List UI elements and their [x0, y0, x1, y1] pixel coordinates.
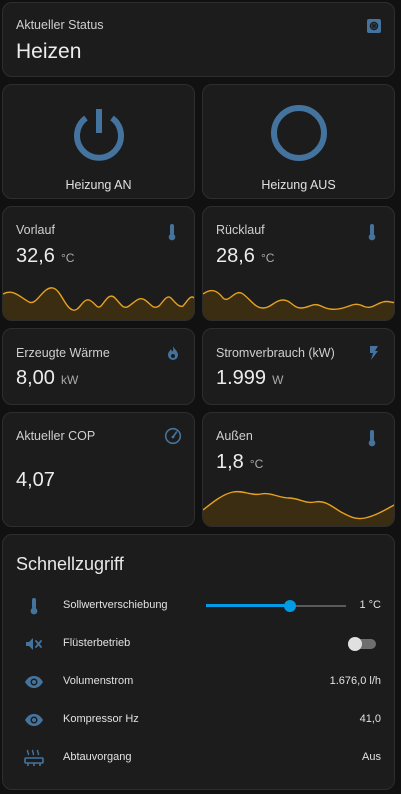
heizung-aus-label: Heizung AUS	[261, 178, 336, 192]
aussen-value-wrap: 1,8 °C	[216, 451, 263, 474]
waerme-unit: kW	[60, 373, 79, 387]
ruecklauf-value-wrap: 28,6 °C	[216, 245, 274, 268]
waerme-value: 8,00	[16, 367, 55, 389]
aussen-label: Außen	[216, 429, 253, 443]
quick-access-title: Schnellzugriff	[16, 554, 124, 574]
slider-handle[interactable]	[284, 600, 296, 612]
volumenstrom-row[interactable]: Volumenstrom 1.676,0 l/h	[3, 667, 394, 697]
volumenstrom-label: Volumenstrom	[63, 675, 134, 687]
eye-icon	[25, 714, 43, 726]
strom-label: Stromverbrauch (kW)	[216, 346, 335, 360]
ruecklauf-sparkline	[203, 289, 394, 320]
aussen-value: 1,8	[216, 451, 244, 473]
waerme-value-wrap: 8,00 kW	[16, 367, 78, 390]
status-label: Aktueller Status	[16, 18, 104, 32]
quick-access-card: Schnellzugriff Sollwertverschiebung 1 °C…	[2, 534, 395, 790]
power-icon	[74, 109, 124, 161]
heating-coil-icon	[24, 749, 44, 766]
volumenstrom-value: 1.676,0 l/h	[329, 675, 381, 687]
kompressor-row[interactable]: Kompressor Hz 41,0	[3, 705, 394, 735]
vorlauf-sparkline	[3, 287, 194, 320]
toggle-track	[350, 639, 376, 649]
aussen-sparkline	[203, 490, 394, 526]
eye-icon	[25, 676, 43, 688]
cop-card[interactable]: Aktueller COP 4,07	[2, 412, 195, 527]
gauge-icon	[164, 427, 182, 445]
status-card[interactable]: Aktueller Status Heizen	[2, 2, 395, 77]
thermometer-icon	[30, 598, 38, 615]
thermometer-icon	[168, 224, 176, 241]
lightning-bolt-icon	[370, 346, 378, 360]
heizung-an-button[interactable]: Heizung AN	[2, 84, 195, 199]
fire-icon	[168, 346, 178, 360]
kompressor-value: 41,0	[359, 713, 381, 725]
volume-mute-icon	[26, 638, 42, 650]
vorlauf-card[interactable]: Vorlauf 32,6 °C	[2, 206, 195, 321]
sollwert-slider[interactable]	[206, 599, 346, 613]
strom-card[interactable]: Stromverbrauch (kW) 1.999 W	[202, 328, 395, 405]
heizung-aus-button[interactable]: Heizung AUS	[202, 84, 395, 199]
vorlauf-value-wrap: 32,6 °C	[16, 245, 74, 268]
power-off-icon	[271, 105, 327, 161]
vorlauf-value: 32,6	[16, 245, 55, 267]
aussen-unit: °C	[249, 457, 264, 471]
thermometer-icon	[368, 224, 376, 241]
strom-value: 1.999	[216, 367, 267, 389]
waerme-card[interactable]: Erzeugte Wärme 8,00 kW	[2, 328, 195, 405]
abtauvorgang-row[interactable]: Abtauvorgang Aus	[3, 743, 394, 773]
heizung-an-label: Heizung AN	[65, 178, 132, 192]
abtauvorgang-value: Aus	[362, 751, 381, 763]
ruecklauf-value: 28,6	[216, 245, 255, 267]
fluesterbetrieb-toggle[interactable]	[348, 637, 378, 651]
heat-pump-icon	[367, 19, 381, 33]
strom-value-wrap: 1.999 W	[216, 367, 283, 390]
fluesterbetrieb-row: Flüsterbetrieb	[3, 629, 394, 659]
slider-fill	[206, 604, 290, 607]
strom-unit: W	[272, 373, 284, 387]
cop-label: Aktueller COP	[16, 429, 96, 443]
sollwert-value: 1 °C	[359, 599, 381, 611]
vorlauf-unit: °C	[60, 251, 75, 265]
toggle-knob	[348, 637, 362, 651]
sollwert-row: Sollwertverschiebung 1 °C	[3, 591, 394, 621]
abtauvorgang-label: Abtauvorgang	[63, 751, 132, 763]
kompressor-label: Kompressor Hz	[63, 713, 139, 725]
fluesterbetrieb-label: Flüsterbetrieb	[63, 637, 131, 649]
aussen-card[interactable]: Außen 1,8 °C	[202, 412, 395, 527]
thermometer-icon	[368, 430, 376, 447]
sollwert-label: Sollwertverschiebung	[63, 599, 168, 611]
waerme-label: Erzeugte Wärme	[16, 346, 110, 360]
vorlauf-label: Vorlauf	[16, 223, 55, 237]
ruecklauf-label: Rücklauf	[216, 223, 265, 237]
cop-value: 4,07	[16, 469, 55, 491]
ruecklauf-card[interactable]: Rücklauf 28,6 °C	[202, 206, 395, 321]
status-value: Heizen	[16, 40, 82, 63]
ruecklauf-unit: °C	[260, 251, 275, 265]
